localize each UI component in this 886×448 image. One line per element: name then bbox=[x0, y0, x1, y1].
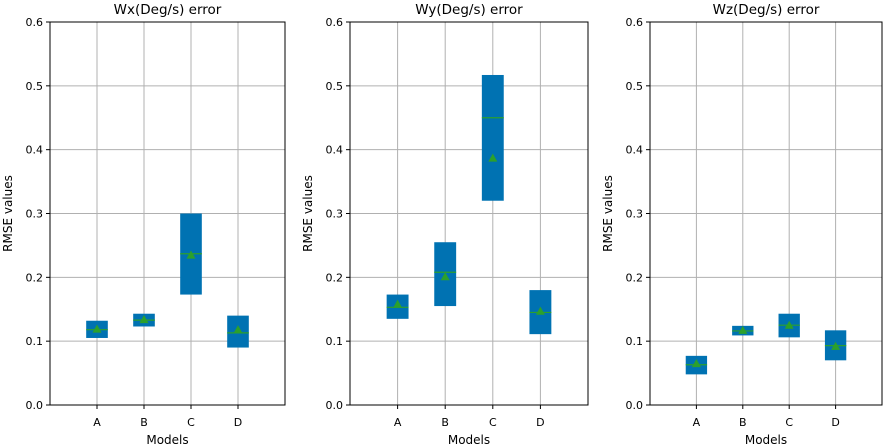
y-axis-label: RMSE values bbox=[1, 175, 15, 252]
x-tick-label: A bbox=[93, 416, 101, 429]
y-tick-label: 0.3 bbox=[326, 208, 344, 221]
y-tick-label: 0.0 bbox=[326, 399, 344, 412]
y-tick-label: 0.6 bbox=[626, 16, 644, 29]
y-tick-label: 0.3 bbox=[26, 208, 44, 221]
x-tick-label: B bbox=[140, 416, 148, 429]
chart-title: Wy(Deg/s) error bbox=[415, 2, 523, 18]
mean-marker-A bbox=[393, 299, 403, 308]
y-tick-label: 0.6 bbox=[326, 16, 344, 29]
mean-marker-B bbox=[139, 314, 149, 324]
mean-marker-B bbox=[440, 272, 450, 281]
y-tick-label: 0.4 bbox=[626, 144, 644, 157]
y-tick-label: 0.5 bbox=[626, 80, 644, 93]
chart-title: Wx(Deg/s) error bbox=[114, 2, 222, 18]
x-tick-label: D bbox=[831, 416, 839, 429]
y-axis-label: RMSE values bbox=[601, 175, 615, 252]
chart-panel-2: 0.0 0.1 0.2 0.3 0.4 0.5 0.6 A B C D Wy(Deg/s) error… bbox=[301, 2, 589, 447]
x-tick-label: A bbox=[394, 416, 402, 429]
mean-marker-A bbox=[92, 324, 102, 333]
y-tick-label: 0.0 bbox=[26, 399, 44, 412]
x-tick-label: D bbox=[536, 416, 544, 429]
y-tick-label: 0.3 bbox=[626, 208, 644, 221]
y-tick-label: 0.1 bbox=[326, 335, 344, 348]
x-tick-label: B bbox=[441, 416, 449, 429]
y-tick-label: 0.1 bbox=[626, 335, 644, 348]
y-tick-label: 0.5 bbox=[326, 80, 344, 93]
x-axis-label: Models bbox=[146, 433, 188, 447]
mean-marker-D bbox=[535, 306, 545, 315]
y-tick-label: 0.0 bbox=[626, 399, 644, 412]
y-tick-label: 0.2 bbox=[326, 271, 344, 284]
mean-marker-C bbox=[784, 320, 794, 329]
y-tick-label: 0.2 bbox=[626, 271, 644, 284]
y-tick-label: 0.4 bbox=[26, 144, 44, 157]
y-tick-label: 0.4 bbox=[326, 144, 344, 157]
mean-marker-C bbox=[488, 153, 498, 162]
x-axis-label: Models bbox=[448, 433, 490, 447]
box-C bbox=[481, 74, 504, 201]
x-axis-label: Models bbox=[745, 433, 787, 447]
chart-title: Wz(Deg/s) error bbox=[713, 2, 820, 18]
y-tick-label: 0.2 bbox=[26, 271, 44, 284]
y-tick-label: 0.6 bbox=[26, 16, 44, 29]
mean-marker-B bbox=[738, 325, 748, 334]
mean-marker-C bbox=[186, 250, 196, 259]
chart-panel-3: 0.0 0.1 0.2 0.3 0.4 0.5 0.6 A B C D Wz(Deg/s) error… bbox=[601, 2, 883, 447]
y-tick-label: 0.5 bbox=[26, 80, 44, 93]
x-tick-label: A bbox=[693, 416, 701, 429]
x-tick-label: C bbox=[785, 416, 793, 429]
x-tick-label: D bbox=[234, 416, 242, 429]
x-tick-label: C bbox=[489, 416, 497, 429]
x-tick-label: C bbox=[187, 416, 195, 429]
mean-marker-D bbox=[831, 341, 841, 350]
y-tick-label: 0.1 bbox=[26, 335, 44, 348]
y-axis-label: RMSE values bbox=[301, 175, 315, 252]
mean-marker-A bbox=[691, 359, 701, 368]
mean-marker-D bbox=[233, 325, 243, 334]
x-tick-label: B bbox=[739, 416, 747, 429]
chart-panel-1: 0.0 0.1 0.2 0.3 0.4 0.5 0.6 A B C D Wx(Deg/s) error… bbox=[1, 2, 286, 447]
